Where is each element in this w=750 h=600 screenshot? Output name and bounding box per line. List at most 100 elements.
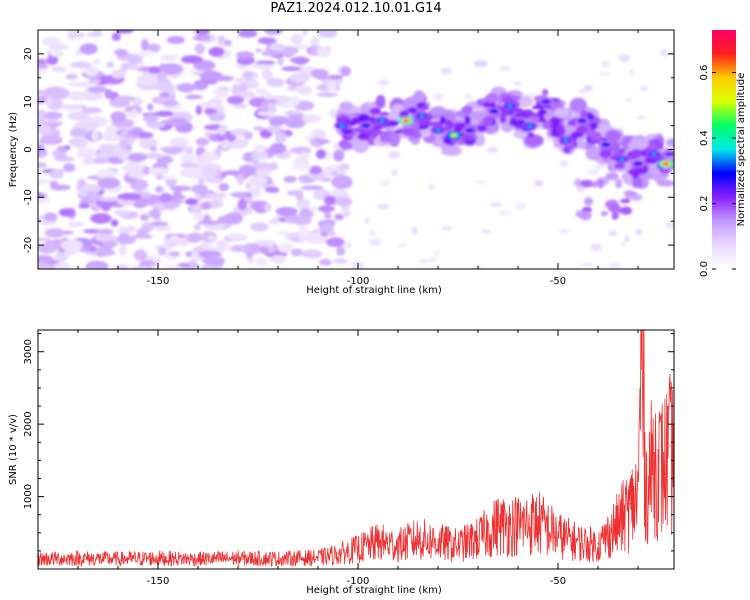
heatmap-cell xyxy=(64,250,76,256)
heatmap-cell xyxy=(441,226,453,231)
heatmap-cell xyxy=(44,228,66,238)
snr-ylabel: SNR (10 * v/v) xyxy=(8,414,19,485)
heatmap-cell xyxy=(208,46,225,57)
heatmap-cell xyxy=(411,226,418,235)
heatmap-cell xyxy=(48,44,70,50)
heatmap-cell xyxy=(464,115,471,125)
heatmap-cell xyxy=(316,139,331,144)
heatmap-cell xyxy=(608,230,618,236)
heatmap-cell xyxy=(620,206,633,215)
heatmap-cell xyxy=(587,169,599,174)
heatmap-cell xyxy=(199,70,223,82)
heatmap-cell xyxy=(509,120,525,127)
heatmap-cell xyxy=(127,55,142,65)
heatmap-cell xyxy=(70,61,92,69)
heatmap-cell xyxy=(378,179,390,187)
heatmap-cell xyxy=(388,131,401,147)
heatmap-cell xyxy=(162,146,182,155)
snr-ytick-label: 3000 xyxy=(23,339,34,364)
heatmap-cell xyxy=(243,70,254,80)
heatmap-cell xyxy=(233,205,253,216)
heatmap-cell xyxy=(55,251,68,263)
heatmap-cell xyxy=(580,262,595,267)
heatmap-cell xyxy=(253,144,267,153)
heatmap-cell xyxy=(110,111,127,123)
heatmap-cell xyxy=(524,134,544,148)
heatmap-cell xyxy=(87,85,108,94)
heatmap-cell xyxy=(301,30,309,36)
ridge-point-core xyxy=(435,129,441,132)
heatmap-cell xyxy=(203,256,226,267)
heatmap-cell xyxy=(199,166,219,177)
heatmap-cell xyxy=(261,50,282,57)
heatmap-cell xyxy=(269,43,286,52)
heatmap-cell xyxy=(482,117,493,127)
heatmap-cell xyxy=(203,109,218,115)
heatmap-cell xyxy=(81,107,102,114)
snr-point xyxy=(577,539,579,541)
heatmap-cell xyxy=(85,260,109,269)
heatmap-cell xyxy=(575,125,588,134)
heatmap-cell xyxy=(260,92,273,100)
heatmap-cell xyxy=(250,222,269,232)
heatmap-cell xyxy=(79,43,98,55)
heatmap-cell xyxy=(420,105,430,111)
heatmap-cell xyxy=(133,249,148,261)
heatmap-cell xyxy=(251,150,269,160)
heatmap-cell xyxy=(98,143,115,150)
snr-point xyxy=(645,481,647,483)
heatmap-cell xyxy=(161,175,177,181)
heatmap-cell xyxy=(444,121,455,129)
heatmap-ytick-label: 0 xyxy=(23,146,34,152)
heatmap-cell xyxy=(418,259,429,264)
heatmap-cell xyxy=(290,96,300,106)
heatmap-cell xyxy=(94,234,118,242)
heatmap-cell xyxy=(185,198,199,206)
heatmap-cell xyxy=(233,103,248,109)
heatmap-cell xyxy=(340,128,354,135)
heatmap-cell xyxy=(407,107,418,114)
heatmap-cell xyxy=(170,235,180,243)
heatmap-cell xyxy=(157,71,167,82)
heatmap-cell xyxy=(169,251,181,257)
heatmap-cell xyxy=(209,255,220,260)
heatmap-cell xyxy=(67,221,85,227)
heatmap-cell xyxy=(474,180,487,185)
heatmap-cell xyxy=(377,204,390,210)
snr-point xyxy=(477,535,479,538)
heatmap-cell xyxy=(583,197,594,206)
heatmap-cell xyxy=(608,261,622,269)
heatmap-cell xyxy=(292,163,313,171)
heatmap-cell xyxy=(531,105,546,110)
heatmap-cell xyxy=(93,59,101,65)
heatmap-cell xyxy=(632,177,643,188)
heatmap-cell xyxy=(277,231,290,236)
heatmap-cell xyxy=(556,125,566,134)
heatmap-cell xyxy=(255,60,276,65)
ridge-point-core xyxy=(363,124,369,127)
heatmap-cell xyxy=(378,79,390,86)
heatmap-cell xyxy=(368,239,382,247)
heatmap-cell xyxy=(499,115,507,124)
heatmap-cell xyxy=(666,138,674,148)
heatmap-cell xyxy=(114,95,136,102)
heatmap-cell xyxy=(625,98,632,102)
heatmap-cell xyxy=(121,164,145,173)
heatmap-cell xyxy=(120,134,141,139)
heatmap-cell xyxy=(316,92,339,97)
heatmap-cell xyxy=(528,115,540,122)
heatmap-cell xyxy=(339,101,354,111)
snr-xtick-label: -150 xyxy=(147,576,170,587)
heatmap-cell xyxy=(268,217,280,225)
heatmap-cell xyxy=(147,167,170,175)
heatmap-cell xyxy=(432,92,444,102)
heatmap-cell xyxy=(295,85,313,96)
heatmap-cell xyxy=(52,149,67,158)
heatmap-cell xyxy=(559,228,570,234)
heatmap-cell xyxy=(326,237,345,248)
heatmap-cell xyxy=(42,111,63,120)
heatmap-cell xyxy=(277,56,284,66)
heatmap-cell xyxy=(309,206,318,212)
heatmap-cell xyxy=(163,118,188,127)
heatmap-cell xyxy=(169,185,192,191)
